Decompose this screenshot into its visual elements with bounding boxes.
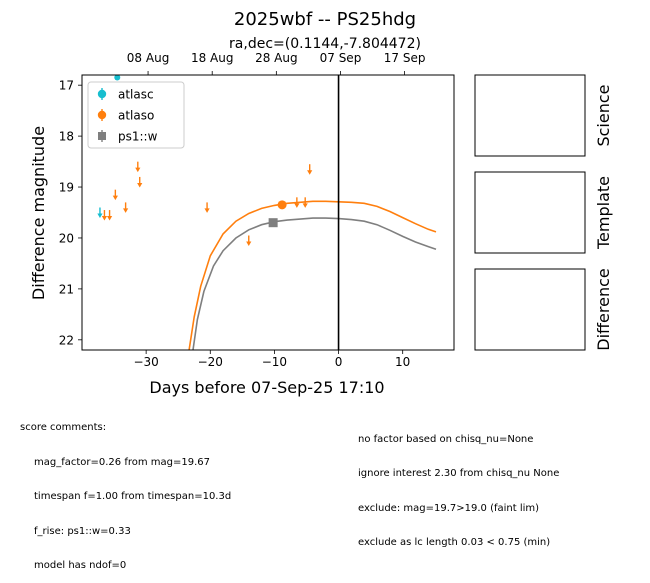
legend-box <box>87 81 185 149</box>
figure: 2025wbf -- PS25hdg ra,dec=(0.1144,-7.804… <box>29 9 613 397</box>
x-tick-label: −30 <box>133 355 158 369</box>
legend-marker <box>98 132 106 140</box>
plot-frame <box>81 74 455 351</box>
upper-limit-arrow <box>307 170 313 175</box>
legend-marker <box>97 89 107 99</box>
x-tick-label: 10 <box>395 355 410 369</box>
comments-right: no factor based on chisq_nu=None ignore … <box>358 411 559 561</box>
comment-line: no factor based on chisq_nu=None <box>358 433 534 445</box>
top-date-label: 07 Sep <box>320 51 362 65</box>
upper-limit-arrow <box>112 195 118 201</box>
upper-limit-marker <box>123 202 129 213</box>
legend-label: atlasc <box>118 88 154 102</box>
legend-item: atlaso <box>97 109 154 123</box>
y-tick-label: 18 <box>59 130 74 144</box>
comments-heading: score comments: <box>20 422 107 433</box>
upper-limit-arrow <box>123 208 129 213</box>
upper-limit-marker <box>302 197 308 208</box>
upper-limit-marker <box>135 161 141 173</box>
data-point <box>268 218 278 228</box>
legend-marker <box>97 110 107 120</box>
upper-limit-marker <box>101 210 108 221</box>
image-panel-difference <box>474 268 586 351</box>
data-point <box>277 200 287 210</box>
y-tick-label: 19 <box>59 181 74 195</box>
top-date-label: 08 Aug <box>127 51 170 65</box>
image-panel-science <box>474 74 586 157</box>
legend-item: atlasc <box>97 88 154 102</box>
top-date-label: 28 Aug <box>255 51 298 65</box>
chart-subtitle: ra,dec=(0.1144,-7.804472) <box>229 36 421 52</box>
upper-limit-arrow <box>302 203 308 208</box>
upper-limit-marker <box>137 176 143 188</box>
legend-item: ps1::w <box>98 130 158 144</box>
comment-line: mag_factor=0.26 from mag=19.67 <box>34 456 211 468</box>
image-panel-label: Difference <box>594 268 613 350</box>
upper-limit-arrow <box>101 216 108 221</box>
top-date-label: 18 Aug <box>191 51 234 65</box>
upper-limit-arrow <box>137 182 143 188</box>
model-curves <box>188 200 437 350</box>
legend-label: atlaso <box>118 109 154 123</box>
upper-limit-marker <box>294 197 300 208</box>
upper-limit-arrow <box>106 216 113 221</box>
upper-limit-arrow <box>246 241 252 247</box>
image-panel-template <box>474 171 586 254</box>
model-curve <box>188 200 437 350</box>
upper-limit-marker <box>97 207 103 218</box>
y-tick-label: 21 <box>59 282 74 296</box>
comment-line: ignore interest 2.30 from chisq_nu None <box>358 468 560 479</box>
top-date-label: 17 Sep <box>384 51 426 65</box>
upper-limit-marker <box>307 164 313 175</box>
y-tick-label: 17 <box>59 79 74 93</box>
upper-limit-arrow <box>204 208 210 213</box>
comment-line: f_rise: ps1::w=0.33 <box>34 525 131 537</box>
x-tick-label: 0 <box>335 355 343 369</box>
chart-title: 2025wbf -- PS25hdg <box>234 9 416 30</box>
comment-line: exclude: mag=19.7>19.0 (faint lim) <box>358 502 540 514</box>
upper-limit-marker <box>112 189 118 201</box>
y-axis-label: Difference magnitude <box>29 126 48 300</box>
lightcurve-plot: −30 −20 −10 0 10 17 18 19 20 21 22 08 Aug 18 Aug 28 A… <box>59 51 455 369</box>
image-panel-label: Template <box>594 176 613 250</box>
upper-limit-arrow <box>135 167 141 173</box>
model-curve <box>192 217 437 350</box>
x-tick-label: −10 <box>262 355 287 369</box>
x-tick-label: −20 <box>198 355 223 369</box>
y-tick-label: 22 <box>59 333 74 347</box>
data-point <box>114 74 121 81</box>
image-panel-label: Science <box>594 84 613 146</box>
comment-line: exclude as lc length 0.03 < 0.75 (min) <box>358 537 551 548</box>
image-panels: Science Template Difference <box>474 74 613 351</box>
upper-limit-arrow <box>294 203 300 208</box>
upper-limit-arrow <box>97 213 103 218</box>
upper-limit-marker <box>246 235 252 247</box>
x-axis-label: Days before 07-Sep-25 17:10 <box>149 378 384 397</box>
comment-line: model has ndof=0 <box>34 560 127 571</box>
upper-limit-marker <box>106 210 113 221</box>
comment-line: timespan f=1.00 from timespan=10.3d <box>34 491 232 502</box>
legend-label: ps1::w <box>118 130 158 144</box>
comments-left: score comments: mag_factor=0.26 from mag… <box>20 399 231 583</box>
upper-limit-marker <box>204 202 210 213</box>
y-tick-label: 20 <box>59 231 74 245</box>
